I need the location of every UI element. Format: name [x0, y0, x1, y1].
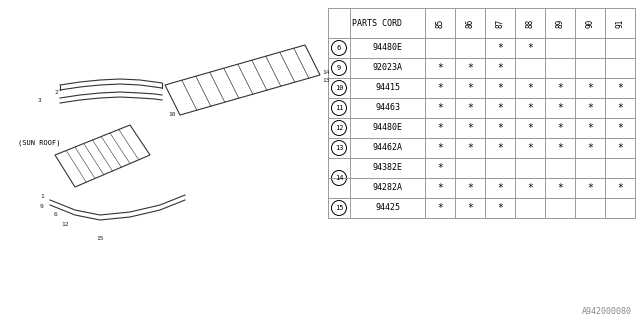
Text: *: * [557, 143, 563, 153]
Text: *: * [437, 163, 443, 173]
Text: PARTS CORD: PARTS CORD [351, 19, 401, 28]
Text: *: * [527, 103, 533, 113]
Text: *: * [587, 143, 593, 153]
Text: *: * [617, 123, 623, 133]
Text: 87: 87 [495, 18, 504, 28]
Text: *: * [467, 143, 473, 153]
Text: *: * [527, 183, 533, 193]
Text: *: * [497, 183, 503, 193]
Text: (SUN ROOF): (SUN ROOF) [18, 140, 61, 146]
Text: *: * [527, 83, 533, 93]
Text: *: * [437, 103, 443, 113]
Text: 3: 3 [38, 98, 42, 102]
Text: *: * [437, 83, 443, 93]
Text: *: * [617, 143, 623, 153]
Text: 92023A: 92023A [372, 63, 403, 73]
Text: *: * [587, 183, 593, 193]
Text: *: * [527, 143, 533, 153]
Text: 10: 10 [335, 85, 343, 91]
Text: *: * [437, 63, 443, 73]
Text: 6: 6 [53, 212, 57, 218]
Text: *: * [587, 83, 593, 93]
Text: 14: 14 [335, 175, 343, 181]
Text: *: * [527, 43, 533, 53]
Text: *: * [617, 103, 623, 113]
Text: *: * [467, 203, 473, 213]
Text: 12: 12 [335, 125, 343, 131]
Text: 2: 2 [54, 90, 58, 94]
Text: 88: 88 [525, 18, 534, 28]
Text: *: * [437, 183, 443, 193]
Text: 12: 12 [61, 222, 68, 228]
Text: *: * [497, 83, 503, 93]
Text: *: * [497, 123, 503, 133]
Text: 15: 15 [335, 205, 343, 211]
Text: 13: 13 [322, 77, 330, 83]
Text: *: * [497, 43, 503, 53]
Text: *: * [497, 203, 503, 213]
Text: *: * [437, 143, 443, 153]
Text: *: * [557, 103, 563, 113]
Text: 9: 9 [40, 204, 44, 210]
Text: 90: 90 [586, 18, 595, 28]
Text: 13: 13 [335, 145, 343, 151]
Text: *: * [497, 63, 503, 73]
Text: *: * [467, 63, 473, 73]
Text: 94425: 94425 [375, 204, 400, 212]
Text: 94382E: 94382E [372, 164, 403, 172]
Text: 11: 11 [335, 105, 343, 111]
Text: A942000080: A942000080 [582, 307, 632, 316]
Text: *: * [557, 83, 563, 93]
Text: *: * [467, 83, 473, 93]
Text: 91: 91 [616, 18, 625, 28]
Text: 1: 1 [40, 195, 44, 199]
Text: *: * [467, 123, 473, 133]
Text: 94415: 94415 [375, 84, 400, 92]
Text: *: * [617, 83, 623, 93]
Text: *: * [437, 203, 443, 213]
Text: 14: 14 [322, 69, 330, 75]
Text: 94282A: 94282A [372, 183, 403, 193]
Text: *: * [437, 123, 443, 133]
Text: 6: 6 [337, 45, 341, 51]
Text: 89: 89 [556, 18, 564, 28]
Text: 9: 9 [337, 65, 341, 71]
Text: *: * [557, 123, 563, 133]
Text: 94463: 94463 [375, 103, 400, 113]
Text: *: * [587, 103, 593, 113]
Text: *: * [527, 123, 533, 133]
Text: *: * [587, 123, 593, 133]
Text: *: * [497, 143, 503, 153]
Text: *: * [557, 183, 563, 193]
Text: 94480E: 94480E [372, 124, 403, 132]
Text: 94462A: 94462A [372, 143, 403, 153]
Text: 15: 15 [96, 236, 104, 241]
Text: *: * [467, 103, 473, 113]
Text: *: * [497, 103, 503, 113]
Text: 86: 86 [465, 18, 474, 28]
Text: *: * [617, 183, 623, 193]
Text: *: * [467, 183, 473, 193]
Text: 10: 10 [168, 113, 175, 117]
Text: 85: 85 [435, 18, 445, 28]
Text: 94480E: 94480E [372, 44, 403, 52]
